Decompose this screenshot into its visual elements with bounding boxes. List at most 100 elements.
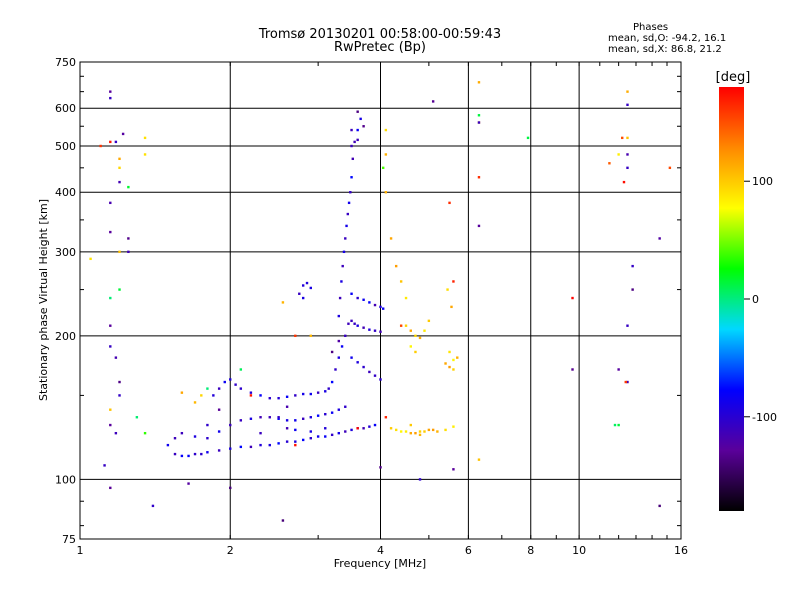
data-point — [143, 153, 147, 156]
data-point — [337, 431, 341, 435]
data-point — [452, 425, 455, 428]
data-point — [456, 356, 459, 359]
data-point — [379, 305, 382, 309]
data-point — [277, 396, 280, 400]
data-point — [477, 176, 481, 179]
data-point — [180, 431, 184, 435]
data-point — [294, 419, 297, 422]
data-point — [217, 449, 221, 452]
data-point — [324, 435, 327, 438]
data-point — [571, 296, 574, 300]
data-point — [206, 437, 209, 440]
data-point — [423, 430, 426, 433]
data-point — [368, 301, 371, 304]
data-point — [350, 176, 353, 179]
data-point — [206, 423, 209, 427]
data-point — [239, 445, 243, 449]
data-point — [658, 504, 661, 508]
data-point — [330, 350, 334, 354]
data-point — [249, 394, 253, 397]
data-point — [477, 114, 481, 117]
data-point — [305, 281, 309, 285]
data-point — [444, 362, 447, 365]
data-point — [626, 380, 629, 384]
data-point — [340, 280, 343, 283]
data-point — [658, 237, 661, 240]
data-point — [301, 284, 305, 287]
data-point — [109, 486, 112, 490]
data-point — [324, 390, 327, 393]
data-point — [448, 350, 451, 354]
data-point — [316, 391, 320, 394]
x-tick-label: 1 — [77, 544, 84, 557]
data-point — [399, 280, 403, 283]
data-point — [223, 380, 226, 384]
chart-subtitle: RwPretec (Bp) — [333, 40, 427, 55]
data-point — [389, 427, 393, 430]
data-point — [340, 345, 344, 348]
data-point — [381, 166, 385, 170]
data-point — [309, 334, 312, 338]
data-point — [330, 380, 334, 384]
data-point — [193, 401, 197, 404]
data-point — [193, 452, 197, 456]
data-point — [118, 166, 121, 170]
data-point — [356, 427, 359, 430]
data-point — [217, 408, 221, 411]
data-point — [143, 136, 147, 140]
data-point — [368, 370, 371, 374]
data-point — [452, 468, 455, 471]
data-point — [350, 292, 353, 295]
data-point — [294, 428, 297, 432]
data-point — [114, 356, 118, 359]
data-point — [350, 428, 353, 432]
data-point — [118, 288, 121, 291]
data-point — [362, 125, 365, 128]
data-point — [379, 466, 382, 469]
data-point — [668, 166, 672, 170]
data-point — [379, 330, 382, 333]
y-tick-label: 600 — [55, 102, 76, 115]
data-point — [418, 336, 422, 340]
data-point — [373, 329, 377, 332]
data-point — [344, 430, 347, 433]
data-point — [477, 224, 481, 228]
data-point — [249, 417, 253, 420]
data-point — [173, 437, 177, 440]
data-point — [109, 296, 112, 300]
data-point — [341, 264, 344, 268]
data-point — [389, 237, 393, 240]
y-axis-label: Stationary phase Virtual Height [km] — [37, 199, 50, 401]
data-point — [626, 166, 629, 170]
data-point — [373, 303, 377, 307]
data-point — [324, 412, 327, 416]
data-point — [351, 157, 354, 161]
data-point — [631, 288, 634, 291]
data-point — [617, 423, 620, 427]
data-point — [212, 394, 215, 397]
data-point — [89, 257, 92, 261]
data-point — [229, 447, 232, 450]
data-point — [356, 128, 359, 132]
data-point — [418, 433, 422, 437]
data-point — [452, 280, 455, 283]
data-point — [617, 153, 620, 156]
data-point — [118, 394, 121, 397]
data-point — [384, 191, 388, 194]
data-point — [414, 431, 417, 435]
data-point — [294, 394, 297, 397]
data-point — [309, 430, 312, 433]
data-point — [316, 435, 320, 438]
data-point — [193, 435, 197, 438]
data-point — [350, 128, 353, 132]
x-axis-label: Frequency [MHz] — [334, 557, 426, 570]
data-point — [356, 361, 359, 364]
y-tick-label: 300 — [55, 246, 76, 259]
data-point — [347, 201, 351, 205]
data-point — [109, 345, 112, 348]
stats-line-o: mean, sd,O: -94.2, 16.1 — [608, 33, 727, 44]
data-point — [206, 451, 209, 454]
data-point — [135, 416, 139, 419]
data-point — [173, 452, 177, 456]
